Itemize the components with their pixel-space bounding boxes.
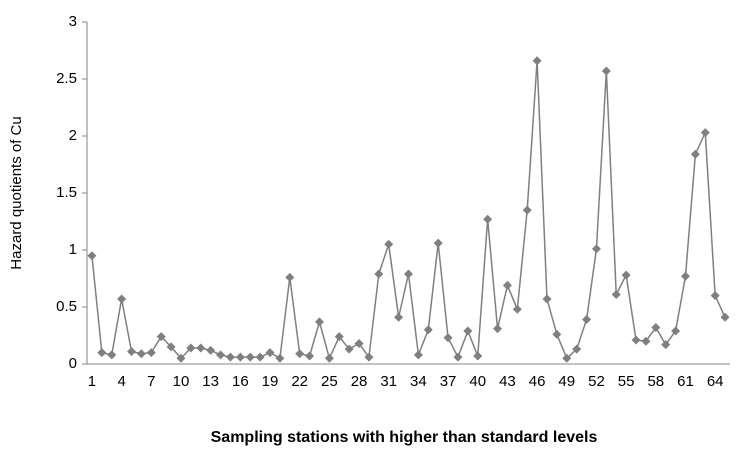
marker: [166, 342, 176, 352]
x-tick-label: 52: [588, 373, 605, 390]
marker: [374, 269, 384, 279]
marker: [611, 289, 621, 299]
x-tick-label: 31: [380, 373, 397, 390]
x-tick-label: 46: [529, 373, 546, 390]
y-tick-label: 1.5: [56, 184, 77, 201]
x-tick-label: 61: [677, 373, 694, 390]
y-tick-label: 1: [69, 241, 77, 258]
marker: [423, 325, 433, 335]
marker: [314, 317, 324, 327]
marker: [305, 351, 315, 361]
marker: [384, 239, 394, 249]
marker: [136, 349, 146, 359]
marker: [572, 344, 582, 354]
marker: [453, 352, 463, 362]
x-tick-label: 34: [410, 373, 427, 390]
y-tick-label: 0.5: [56, 298, 77, 315]
marker: [117, 294, 127, 304]
marker: [394, 312, 404, 322]
marker: [146, 348, 156, 358]
marker: [483, 214, 493, 224]
marker: [651, 323, 661, 333]
x-tick-label: 25: [321, 373, 338, 390]
y-axis-label: Hazard quotients of Cu: [8, 116, 25, 269]
marker: [591, 244, 601, 254]
x-tick-label: 37: [440, 373, 457, 390]
marker: [621, 270, 631, 280]
marker: [196, 343, 206, 353]
x-tick-label: 55: [618, 373, 635, 390]
marker: [463, 326, 473, 336]
marker: [176, 353, 186, 363]
marker: [700, 128, 710, 138]
marker: [542, 294, 552, 304]
marker: [97, 348, 107, 358]
marker: [255, 352, 265, 362]
marker: [680, 271, 690, 281]
x-tick-label: 40: [469, 373, 486, 390]
marker: [631, 335, 641, 345]
marker: [690, 149, 700, 159]
marker: [235, 352, 245, 362]
x-axis-label: Sampling stations with higher than stand…: [211, 429, 598, 446]
y-tick-label: 2: [69, 127, 77, 144]
marker: [493, 324, 503, 334]
marker: [433, 238, 443, 248]
y-tick-label: 2.5: [56, 70, 77, 87]
marker: [512, 304, 522, 314]
marker: [265, 348, 275, 358]
marker: [532, 56, 542, 66]
x-tick-label: 7: [147, 373, 155, 390]
marker: [87, 251, 97, 261]
marker: [344, 344, 354, 354]
x-tick-label: 16: [232, 373, 249, 390]
marker: [473, 351, 483, 361]
x-tick-label: 43: [499, 373, 516, 390]
marker: [245, 352, 255, 362]
x-tick-label: 22: [291, 373, 308, 390]
x-tick-label: 19: [262, 373, 279, 390]
marker: [641, 336, 651, 346]
marker: [364, 352, 374, 362]
x-tick-label: 4: [117, 373, 125, 390]
marker: [413, 350, 423, 360]
x-tick-label: 1: [88, 373, 96, 390]
marker: [206, 345, 216, 355]
marker: [720, 312, 730, 322]
marker: [225, 352, 235, 362]
x-tick-label: 13: [202, 373, 219, 390]
y-tick-label: 0: [69, 355, 77, 372]
marker: [324, 353, 334, 363]
marker: [552, 329, 562, 339]
line: [91, 60, 726, 361]
marker: [334, 332, 344, 342]
x-tick-label: 28: [351, 373, 368, 390]
marker: [601, 66, 611, 76]
marker: [156, 332, 166, 342]
marker: [107, 350, 117, 360]
marker: [285, 272, 295, 282]
marker: [710, 291, 720, 301]
marker: [562, 353, 572, 363]
y-tick-label: 3: [69, 13, 77, 30]
marker: [661, 340, 671, 350]
marker: [522, 205, 532, 215]
x-tick-label: 64: [707, 373, 724, 390]
x-tick-label: 58: [647, 373, 664, 390]
marker: [502, 280, 512, 290]
marker: [295, 349, 305, 359]
marker: [354, 338, 364, 348]
x-tick-label: 49: [558, 373, 575, 390]
marker: [127, 346, 137, 356]
x-tick-label: 10: [173, 373, 190, 390]
marker: [582, 315, 592, 325]
marker: [443, 333, 453, 343]
marker: [671, 326, 681, 336]
marker: [216, 350, 226, 360]
marker: [404, 269, 413, 279]
marker: [275, 353, 285, 363]
marker: [186, 343, 196, 353]
